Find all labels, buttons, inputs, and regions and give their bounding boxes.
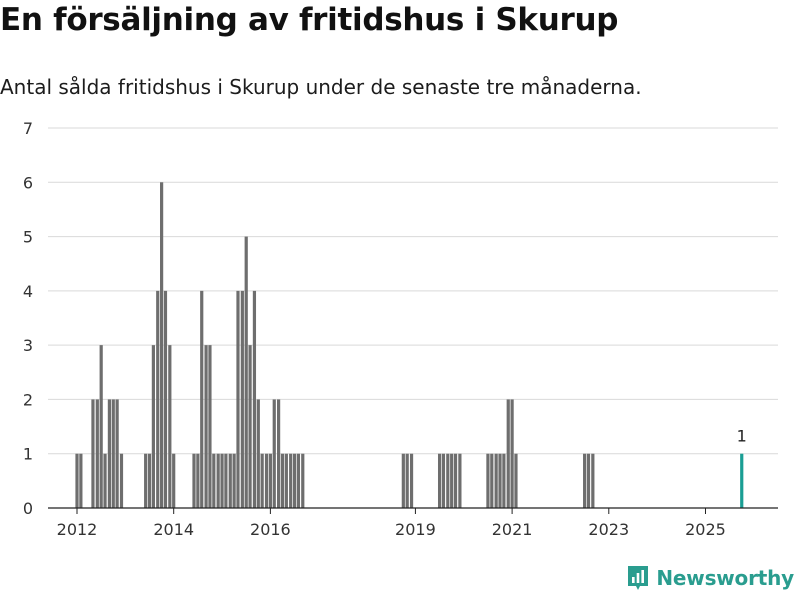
bar: [156, 290, 160, 508]
bar: [409, 453, 414, 508]
bar: [272, 399, 276, 508]
bar-chart: 0 1 2 3 4 5 6 7 2012 2014 2016 2019 2021 2023 2025 1: [23, 119, 778, 539]
bar: [212, 453, 216, 508]
bar: [292, 453, 297, 508]
bar: [144, 453, 148, 508]
bar: [147, 453, 152, 508]
bar: [268, 453, 272, 508]
y-tick-label: 2: [23, 390, 33, 409]
bar: [75, 453, 79, 508]
bar: [99, 345, 103, 508]
x-tick-label: 2012: [57, 520, 98, 539]
bar: [490, 453, 494, 508]
bar: [111, 399, 115, 508]
bar: [301, 453, 305, 508]
y-tick-label: 7: [23, 119, 33, 138]
chart-title: En försäljning av fritidshus i Skurup: [0, 2, 619, 38]
x-tick-label: 2019: [395, 520, 436, 539]
bar: [228, 453, 232, 508]
bar: [586, 453, 591, 508]
bar: [458, 453, 462, 508]
bar: [256, 399, 260, 508]
bar: [506, 399, 510, 508]
newsworthy-logo-icon: [628, 566, 649, 590]
bar: [583, 453, 587, 508]
bar: [401, 453, 405, 508]
bar: [446, 453, 450, 508]
bar: [244, 236, 248, 509]
bar: [91, 399, 95, 508]
y-tick-label: 0: [23, 499, 33, 518]
bar: [224, 453, 228, 508]
bar: [289, 453, 293, 508]
bar: [172, 453, 176, 508]
bar: [232, 453, 236, 508]
y-tick-label: 4: [23, 282, 33, 301]
y-tick-label: 5: [23, 228, 33, 247]
bar: [502, 453, 506, 508]
bar: [405, 453, 409, 508]
bar: [163, 290, 168, 508]
highlighted-bar: [740, 453, 744, 508]
bar: [196, 453, 200, 508]
y-tick-label: 6: [23, 173, 33, 192]
bar: [277, 399, 281, 508]
bar: [450, 453, 454, 508]
bar: [79, 453, 83, 508]
bar: [280, 453, 285, 508]
bar: [510, 399, 514, 508]
bar: [494, 453, 498, 508]
bar: [208, 345, 212, 508]
bar: [264, 453, 269, 508]
newsworthy-logo: Newsworthy: [626, 564, 794, 592]
y-tick-label: 3: [23, 336, 33, 355]
y-tick-label: 1: [23, 445, 33, 464]
bar: [284, 453, 288, 508]
bar: [252, 290, 257, 508]
x-tick-label: 2023: [588, 520, 629, 539]
bar: [498, 453, 502, 508]
bar: [204, 345, 208, 508]
data-label: 1: [737, 427, 747, 446]
bar: [216, 453, 220, 508]
x-tick-label: 2025: [685, 520, 726, 539]
bar: [103, 453, 107, 508]
bar: [486, 453, 490, 508]
bar: [591, 453, 595, 508]
x-tick-label: 2021: [492, 520, 533, 539]
bar: [248, 345, 252, 508]
bar: [115, 399, 119, 508]
bar: [95, 399, 99, 508]
bar: [240, 290, 244, 508]
bar: [260, 453, 264, 508]
bar: [151, 345, 155, 508]
x-tick-label: 2014: [153, 520, 194, 539]
bar: [119, 453, 124, 508]
bar: [296, 453, 301, 508]
x-tick-label: 2016: [250, 520, 291, 539]
bar: [453, 453, 458, 508]
bar: [441, 453, 446, 508]
bar: [192, 453, 196, 508]
bar: [220, 453, 224, 508]
bar: [107, 399, 111, 508]
chart-subtitle: Antal sålda fritidshus i Skurup under de…: [0, 75, 642, 99]
bar: [200, 290, 204, 508]
bar: [514, 453, 518, 508]
bar: [168, 345, 172, 508]
newsworthy-logo-text: Newsworthy: [656, 566, 794, 590]
bar: [236, 290, 240, 508]
bar: [160, 182, 164, 508]
bar: [437, 453, 442, 508]
